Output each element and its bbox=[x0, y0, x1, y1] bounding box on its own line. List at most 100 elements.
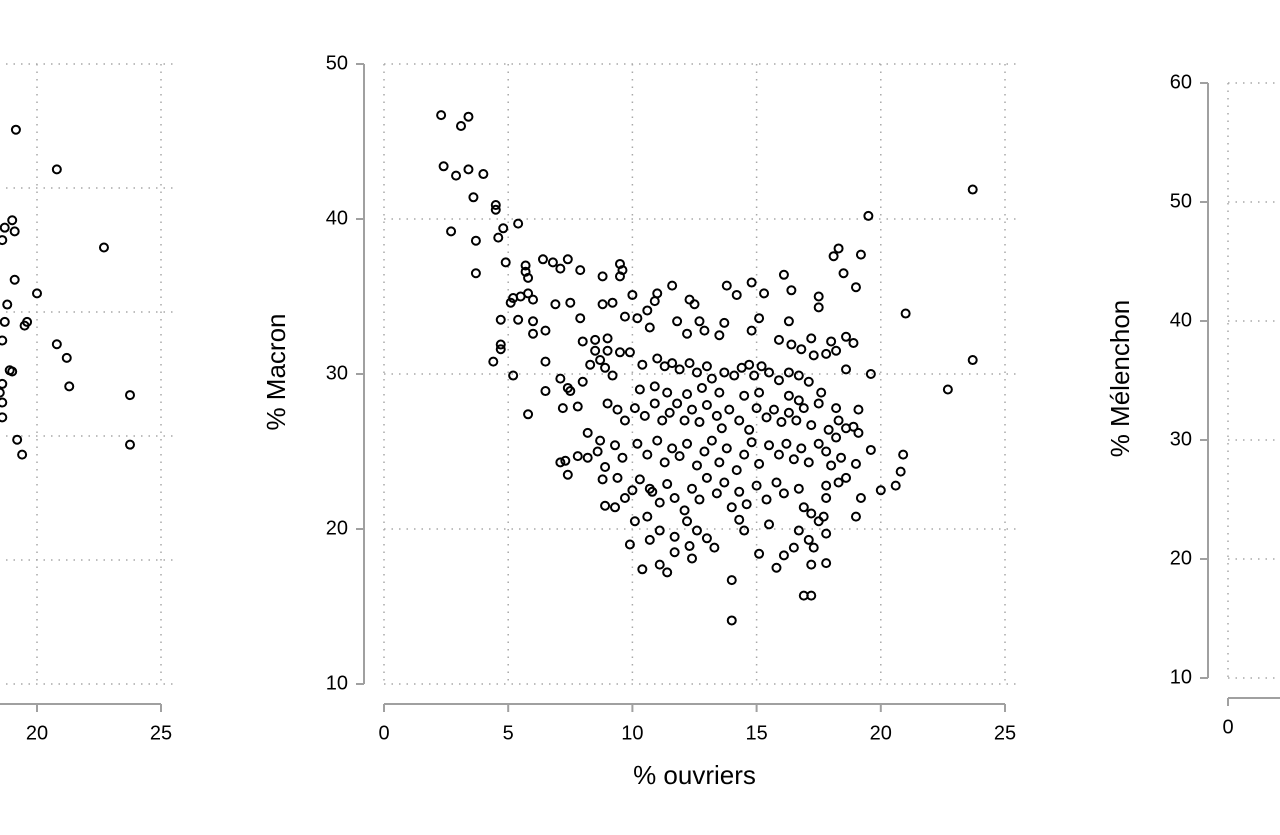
data-point bbox=[734, 514, 745, 525]
data-point bbox=[821, 528, 832, 539]
data-point bbox=[624, 347, 635, 358]
data-point bbox=[619, 311, 630, 322]
data-point bbox=[612, 472, 623, 483]
data-point bbox=[652, 435, 663, 446]
data-point bbox=[726, 615, 737, 626]
data-point bbox=[12, 434, 23, 445]
data-point bbox=[98, 242, 109, 253]
data-point bbox=[498, 223, 509, 234]
data-point bbox=[600, 500, 611, 511]
data-point bbox=[657, 415, 668, 426]
data-point bbox=[838, 268, 849, 279]
y-tick-label: 10 bbox=[326, 672, 348, 694]
data-point bbox=[900, 308, 911, 319]
data-point bbox=[895, 466, 906, 477]
data-point bbox=[0, 222, 10, 233]
data-point bbox=[687, 404, 698, 415]
data-point bbox=[850, 511, 861, 522]
data-point bbox=[595, 435, 606, 446]
data-point bbox=[555, 263, 566, 274]
data-point bbox=[744, 424, 755, 435]
data-point bbox=[821, 493, 832, 503]
data-point bbox=[654, 525, 665, 536]
data-point bbox=[0, 316, 10, 327]
data-point bbox=[711, 410, 722, 421]
data-point bbox=[714, 457, 725, 468]
data-point bbox=[808, 350, 819, 361]
data-point bbox=[694, 494, 705, 505]
data-point bbox=[823, 424, 834, 435]
data-point bbox=[783, 407, 794, 418]
data-point bbox=[470, 235, 481, 246]
data-point bbox=[836, 452, 847, 463]
data-point bbox=[577, 336, 588, 347]
data-point bbox=[662, 479, 673, 490]
data-point bbox=[806, 420, 817, 431]
data-point bbox=[716, 423, 727, 434]
data-point bbox=[513, 314, 524, 325]
data-point bbox=[744, 359, 755, 370]
data-point bbox=[32, 288, 42, 299]
data-point bbox=[726, 575, 737, 586]
data-point bbox=[667, 443, 678, 454]
data-point bbox=[51, 164, 62, 175]
data-point bbox=[592, 446, 603, 457]
data-point bbox=[793, 525, 804, 536]
data-point bbox=[826, 336, 837, 347]
x-tick-label: 0 bbox=[378, 722, 389, 744]
data-point bbox=[508, 370, 519, 381]
data-point bbox=[714, 387, 725, 398]
data-point bbox=[662, 567, 673, 578]
data-point bbox=[898, 449, 909, 460]
data-point bbox=[649, 381, 660, 392]
data-point bbox=[495, 314, 506, 325]
data-point bbox=[739, 525, 750, 536]
data-point bbox=[572, 451, 583, 462]
data-point bbox=[9, 274, 20, 285]
data-point bbox=[500, 257, 511, 268]
data-point bbox=[818, 511, 829, 522]
data-point bbox=[756, 361, 767, 372]
data-point bbox=[528, 328, 539, 339]
data-point bbox=[865, 369, 876, 379]
data-point bbox=[562, 254, 573, 265]
data-point bbox=[776, 417, 787, 428]
data-point bbox=[649, 398, 660, 409]
data-point bbox=[826, 460, 837, 471]
data-point bbox=[537, 254, 548, 265]
x-tick-label: 15 bbox=[745, 722, 767, 744]
panel: 1020304050600510152025 bbox=[0, 63, 176, 744]
data-point bbox=[764, 440, 775, 451]
data-point bbox=[773, 449, 784, 460]
x-tick-label: 5 bbox=[503, 722, 514, 744]
data-point bbox=[796, 443, 807, 454]
data-point bbox=[687, 483, 698, 494]
data-point bbox=[841, 364, 852, 375]
data-point bbox=[490, 200, 501, 211]
data-point bbox=[627, 289, 638, 300]
data-point bbox=[855, 493, 866, 503]
data-point bbox=[634, 474, 645, 485]
data-point bbox=[642, 305, 653, 316]
data-point bbox=[831, 403, 842, 414]
data-point bbox=[672, 316, 683, 327]
data-point bbox=[841, 423, 852, 434]
data-point bbox=[689, 299, 700, 310]
data-point bbox=[682, 389, 693, 400]
data-point bbox=[493, 232, 504, 243]
data-point bbox=[687, 553, 698, 564]
data-point bbox=[754, 548, 765, 559]
data-point bbox=[828, 251, 839, 262]
y-tick-label: 20 bbox=[1170, 547, 1192, 569]
y-tick-label: 50 bbox=[326, 52, 348, 74]
y-tick-label: 60 bbox=[1170, 71, 1192, 93]
data-point bbox=[125, 390, 135, 401]
data-point bbox=[746, 325, 757, 336]
data-point bbox=[595, 355, 606, 366]
x-tick-label: 20 bbox=[870, 722, 892, 744]
data-point bbox=[721, 443, 732, 454]
data-point bbox=[674, 364, 685, 375]
data-point bbox=[436, 110, 447, 121]
data-point bbox=[773, 375, 784, 386]
data-point bbox=[719, 367, 730, 378]
